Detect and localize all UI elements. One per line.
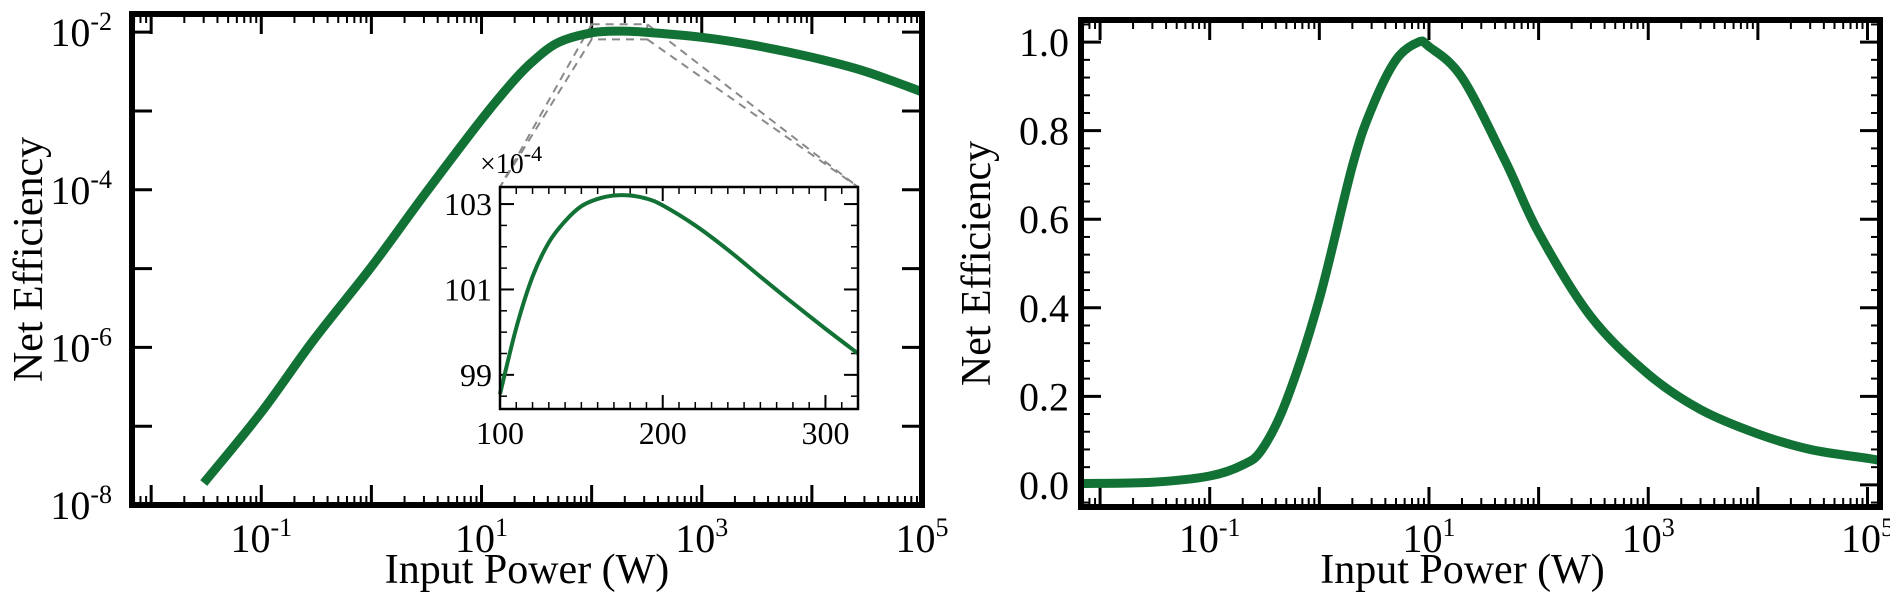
zoom-connector-line — [646, 23, 859, 188]
y-tick-label: 1.0 — [1019, 20, 1069, 65]
x-axis-label: Input Power (W) — [385, 547, 670, 593]
inset-y-tick-label: 103 — [444, 186, 492, 222]
zoom-connector-line — [499, 38, 593, 188]
inset-exponent-label: ×10-4 — [480, 141, 542, 180]
inset-background — [500, 187, 858, 409]
zoom-connector-line — [499, 23, 593, 188]
inset-x-tick-label: 100 — [476, 415, 524, 451]
y-axis-label: Net Efficiency — [954, 141, 1000, 386]
y-tick-label: 0.8 — [1019, 109, 1069, 154]
x-tick-label: 101 — [455, 513, 508, 561]
inset-frame — [498, 185, 860, 411]
series-line — [1080, 36, 1881, 489]
y-axis-label: Net Efficiency — [6, 137, 52, 382]
y-tick-label: 0.4 — [1019, 286, 1069, 331]
y-tick-label: 10-8 — [50, 480, 112, 528]
plot-frame — [129, 11, 925, 508]
x-tick-label: 105 — [1841, 513, 1890, 561]
y-tick-label: 10-2 — [50, 7, 112, 55]
series-line — [200, 26, 924, 486]
x-tick-label: 105 — [896, 513, 949, 561]
y-tick-label: 0.2 — [1019, 374, 1069, 419]
y-tick-label: 0.6 — [1019, 197, 1069, 242]
y-tick-label: 10-6 — [50, 322, 112, 370]
x-axis-label: Input Power (W) — [1320, 547, 1605, 593]
left-chart-panel: 10-1 101 103 105 10-8 10-6 10-4 10-2 Input Power… — [6, 7, 949, 593]
x-tick-label: 10-1 — [1179, 513, 1241, 561]
inset-y-tick-label: 101 — [444, 271, 492, 307]
inset-x-tick-label: 300 — [801, 415, 849, 451]
inset-x-tick-label: 200 — [639, 415, 687, 451]
x-tick-label: 103 — [675, 513, 728, 561]
x-tick-label: 101 — [1402, 513, 1455, 561]
y-tick-label: 10-4 — [50, 165, 112, 213]
right-chart-panel: 0.0 0.2 0.4 0.6 0.8 1.0 10-1 101 103 105 Input Pow… — [954, 17, 1890, 593]
inset-series-line — [498, 193, 860, 395]
zoom-connector-line — [646, 38, 859, 188]
x-tick-label: 103 — [1622, 513, 1675, 561]
inset-y-tick-label: 99 — [460, 357, 492, 393]
y-tick-label: 0.0 — [1019, 463, 1069, 508]
x-tick-label: 10-1 — [230, 513, 292, 561]
inset-chart: 100 200 300 99 101 103 ×10-4 — [444, 141, 860, 451]
plot-frame — [1078, 17, 1883, 510]
